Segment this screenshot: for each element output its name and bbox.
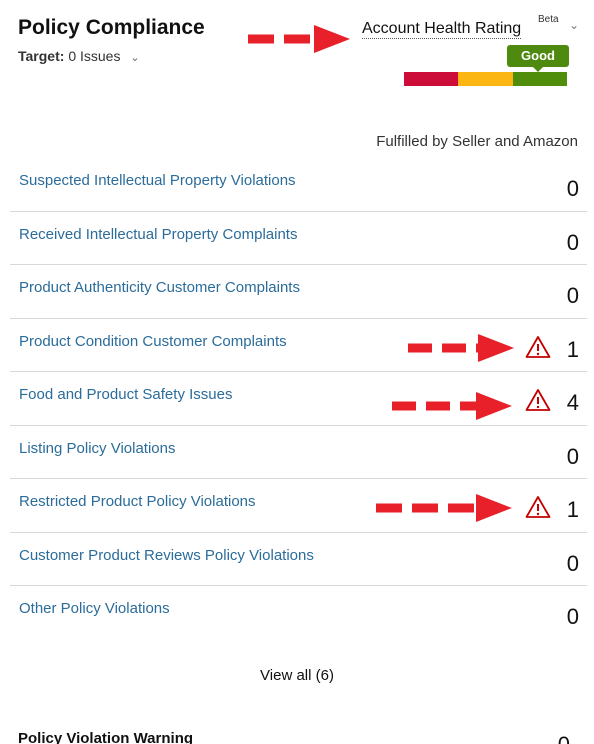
health-rating-bar [404, 72, 567, 86]
target-dropdown[interactable]: Target: 0 Issues ⌄ [18, 48, 140, 64]
warning-icon [525, 496, 551, 518]
account-health-rating-link[interactable]: Account Health Rating [362, 20, 522, 39]
annotation-arrow-icon [376, 494, 512, 522]
page-title: Policy Compliance [18, 16, 205, 39]
violation-link[interactable]: Restricted Product Policy Violations [19, 493, 256, 510]
policy-violation-warning-count: 0 [558, 732, 570, 744]
fulfilled-by-label: Fulfilled by Seller and Amazon [376, 133, 578, 150]
violation-count: 0 [566, 229, 579, 255]
violation-count: 1 [566, 497, 579, 522]
policy-violation-warning-link[interactable]: Policy Violation Warning [18, 730, 194, 744]
violation-link[interactable]: Other Policy Violations [19, 600, 170, 617]
violation-link[interactable]: Customer Product Reviews Policy Violatio… [19, 546, 314, 564]
beta-badge: Beta [538, 14, 559, 25]
violation-count: 4 [566, 390, 579, 415]
chevron-down-icon[interactable]: ⌄ [569, 18, 580, 32]
list-item: Suspected Intellectual Property Violatio… [10, 158, 587, 212]
violations-list: Suspected Intellectual Property Violatio… [10, 158, 587, 640]
violation-count: 1 [566, 336, 579, 362]
violation-count: 0 [566, 550, 579, 576]
list-item: Product Authenticity Customer Complaints… [10, 265, 587, 319]
list-item: Other Policy Violations 0 [10, 586, 587, 640]
list-item: Restricted Product Policy Violations 1 [10, 479, 587, 533]
annotation-arrow-icon [248, 25, 350, 53]
violation-link[interactable]: Suspected Intellectual Property Violatio… [19, 172, 296, 189]
violation-link[interactable]: Product Authenticity Customer Complaints [19, 279, 300, 296]
warning-icon [525, 389, 551, 411]
health-bar-segment-good [512, 72, 567, 86]
violation-count: 0 [566, 604, 579, 629]
violation-count: 0 [566, 443, 579, 469]
rating-status-badge: Good [507, 45, 569, 72]
list-item: Food and Product Safety Issues 4 [10, 372, 587, 426]
health-bar-segment-fair [458, 72, 513, 86]
chevron-down-icon: ⌄ [130, 52, 140, 64]
annotation-arrow-icon [392, 392, 512, 420]
list-item: Customer Product Reviews Policy Violatio… [10, 533, 587, 586]
view-all-link[interactable]: View all (6) [260, 667, 334, 684]
violation-link[interactable]: Listing Policy Violations [19, 439, 176, 457]
warning-icon [525, 335, 551, 358]
violation-link[interactable]: Product Condition Customer Complaints [19, 332, 287, 350]
violation-count: 0 [566, 176, 579, 201]
list-item: Received Intellectual Property Complaint… [10, 212, 587, 265]
violation-link[interactable]: Food and Product Safety Issues [19, 386, 233, 403]
health-bar-segment-poor [404, 72, 459, 86]
violation-count: 0 [566, 283, 579, 308]
list-item: Product Condition Customer Complaints 1 [10, 319, 587, 372]
violation-link[interactable]: Received Intellectual Property Complaint… [19, 225, 298, 243]
target-value: 0 Issues [68, 48, 121, 64]
list-item: Listing Policy Violations 0 [10, 426, 587, 479]
target-label: Target: [18, 48, 65, 64]
annotation-arrow-icon [408, 334, 514, 362]
